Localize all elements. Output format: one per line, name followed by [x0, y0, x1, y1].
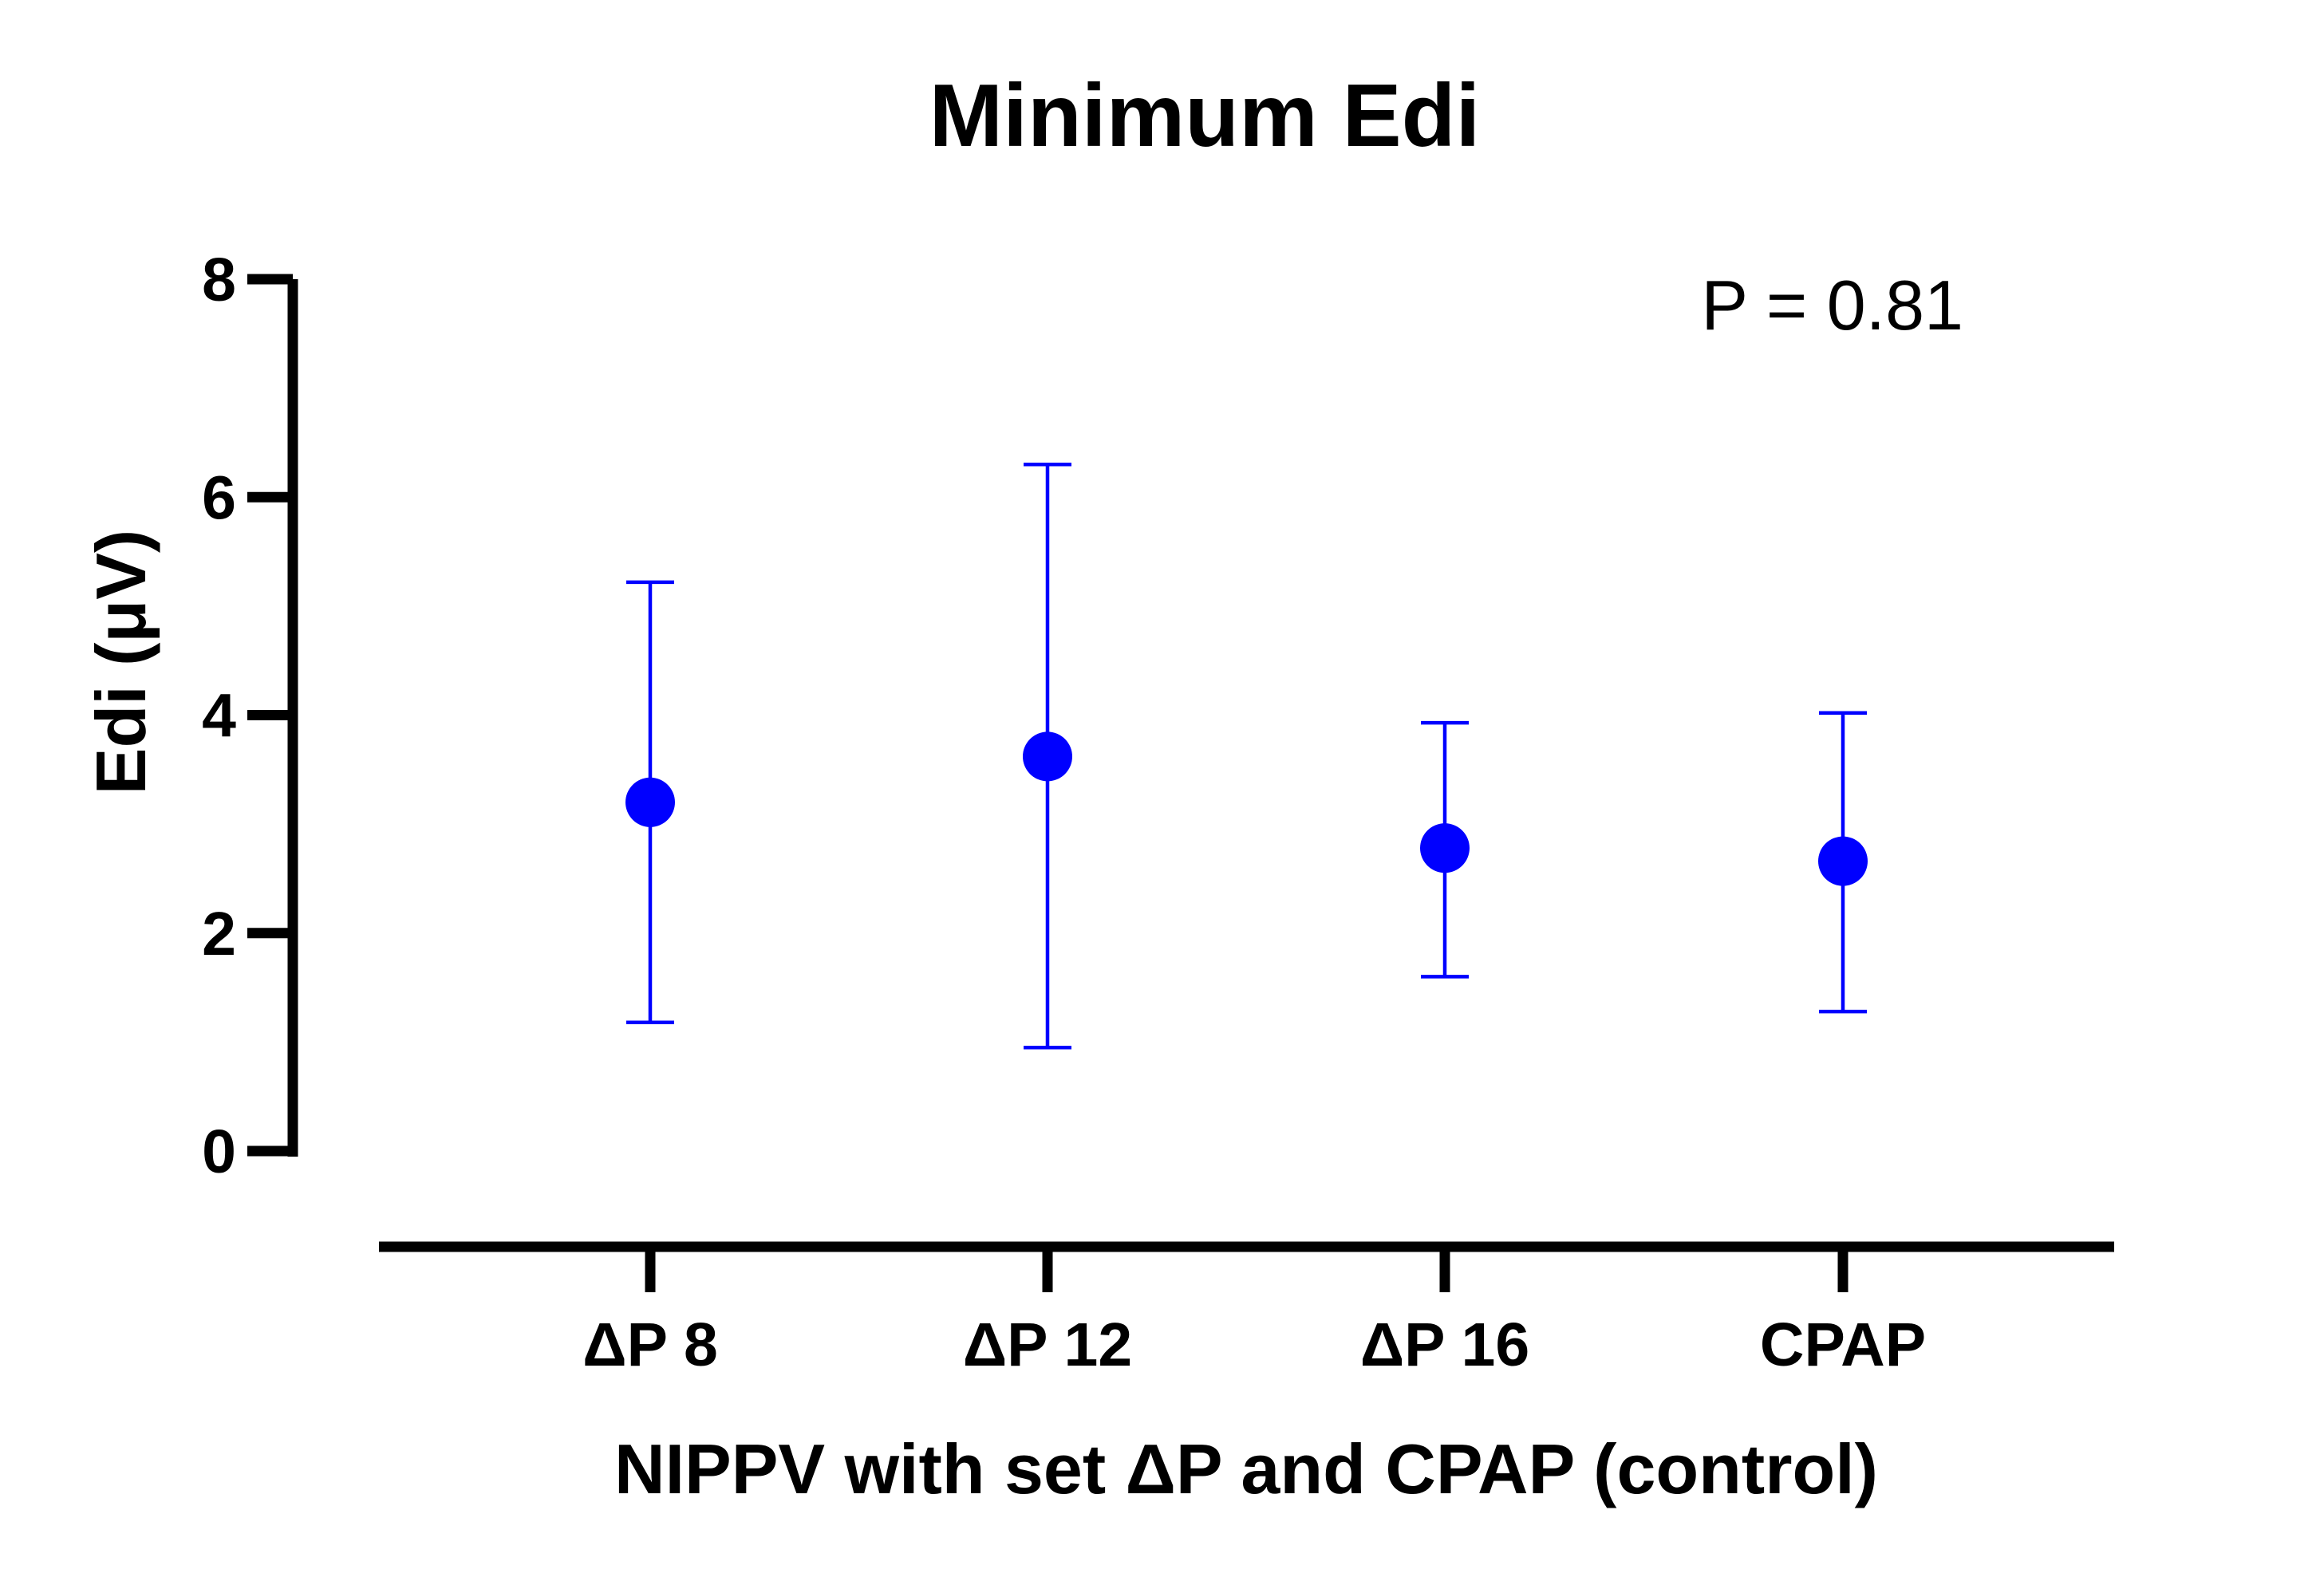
y-tick-label: 4: [202, 682, 236, 751]
y-tick-label: 8: [202, 246, 236, 314]
x-tick-label: CPAP: [1760, 1311, 1926, 1379]
x-axis-label: NIPPV with set ΔP and CPAP (control): [614, 1429, 1878, 1508]
data-point: [625, 777, 675, 827]
x-tick-label: ΔP 8: [582, 1311, 718, 1379]
x-tick-label: ΔP 12: [963, 1311, 1132, 1379]
p-value-annotation: P = 0.81: [1701, 266, 1963, 345]
x-tick-label: ΔP 16: [1360, 1311, 1529, 1379]
data-point: [1818, 836, 1868, 886]
y-tick-label: 0: [202, 1118, 236, 1186]
y-tick-label: 2: [202, 900, 236, 968]
y-axis-label: Edi (μV): [81, 530, 160, 795]
data-point: [1420, 823, 1470, 873]
chart-title: Minimum Edi: [929, 66, 1481, 165]
y-tick-label: 6: [202, 463, 236, 532]
data-point: [1023, 731, 1072, 782]
